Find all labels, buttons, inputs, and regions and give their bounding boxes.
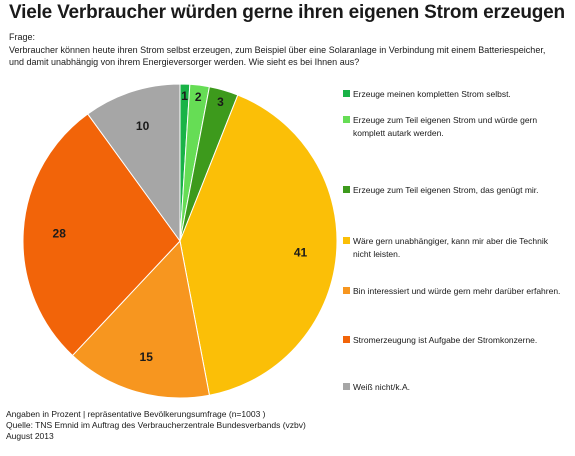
- legend-swatch-2: [343, 186, 350, 193]
- legend-item-1: Erzeuge zum Teil eigenen Strom und würde…: [343, 114, 568, 139]
- slice-value-label-6: 10: [136, 119, 150, 133]
- legend-item-2: Erzeuge zum Teil eigenen Strom, das genü…: [343, 184, 568, 197]
- pie-slice-3: [179, 94, 338, 396]
- chart-title: Viele Verbraucher würden gerne ihren eig…: [9, 2, 565, 23]
- footer-source: Quelle: TNS Emnid im Auftrag des Verbrau…: [6, 420, 306, 430]
- legend-swatch-3: [343, 237, 350, 244]
- slice-value-label-3: 41: [294, 245, 308, 259]
- footer-date: August 2013: [6, 431, 54, 441]
- legend-item-0: Erzeuge meinen kompletten Strom selbst.: [343, 88, 568, 101]
- legend-swatch-6: [343, 383, 350, 390]
- legend-item-3: Wäre gern unabhängiger, kann mir aber di…: [343, 235, 568, 260]
- legend-swatch-5: [343, 336, 350, 343]
- legend-label-3: Wäre gern unabhängiger, kann mir aber di…: [353, 236, 548, 259]
- legend-swatch-4: [343, 287, 350, 294]
- legend-item-5: Stromerzeugung ist Aufgabe der Stromkonz…: [343, 334, 568, 347]
- question-label: Frage:: [9, 32, 36, 42]
- pie-slice-6: [87, 83, 181, 243]
- chart-footer: Angaben in Prozent | repräsentative Bevö…: [6, 409, 306, 442]
- slice-value-label-0: 1: [181, 89, 188, 103]
- legend-label-0: Erzeuge meinen kompletten Strom selbst.: [353, 89, 511, 99]
- pie-slice-5: [22, 113, 181, 357]
- legend-label-1: Erzeuge zum Teil eigenen Strom und würde…: [353, 115, 538, 138]
- legend-label-2: Erzeuge zum Teil eigenen Strom, das genü…: [353, 185, 539, 195]
- legend-label-5: Stromerzeugung ist Aufgabe der Stromkonz…: [353, 335, 538, 345]
- pie-slice-4: [71, 239, 211, 399]
- legend-swatch-1: [343, 116, 350, 123]
- slice-value-label-5: 28: [53, 226, 67, 240]
- slice-value-label-1: 2: [195, 90, 202, 104]
- legend-swatch-0: [343, 90, 350, 97]
- legend-item-4: Bin interessiert und würde gern mehr dar…: [343, 285, 568, 298]
- legend-label-4: Bin interessiert und würde gern mehr dar…: [353, 286, 561, 296]
- slice-value-label-2: 3: [217, 95, 224, 109]
- legend-item-6: Weiß nicht/k.A.: [343, 381, 568, 394]
- question-text: Verbraucher können heute ihren Strom sel…: [9, 45, 546, 67]
- footer-note: Angaben in Prozent | repräsentative Bevö…: [6, 409, 266, 419]
- slice-value-label-4: 15: [140, 350, 154, 364]
- legend-label-6: Weiß nicht/k.A.: [353, 382, 410, 392]
